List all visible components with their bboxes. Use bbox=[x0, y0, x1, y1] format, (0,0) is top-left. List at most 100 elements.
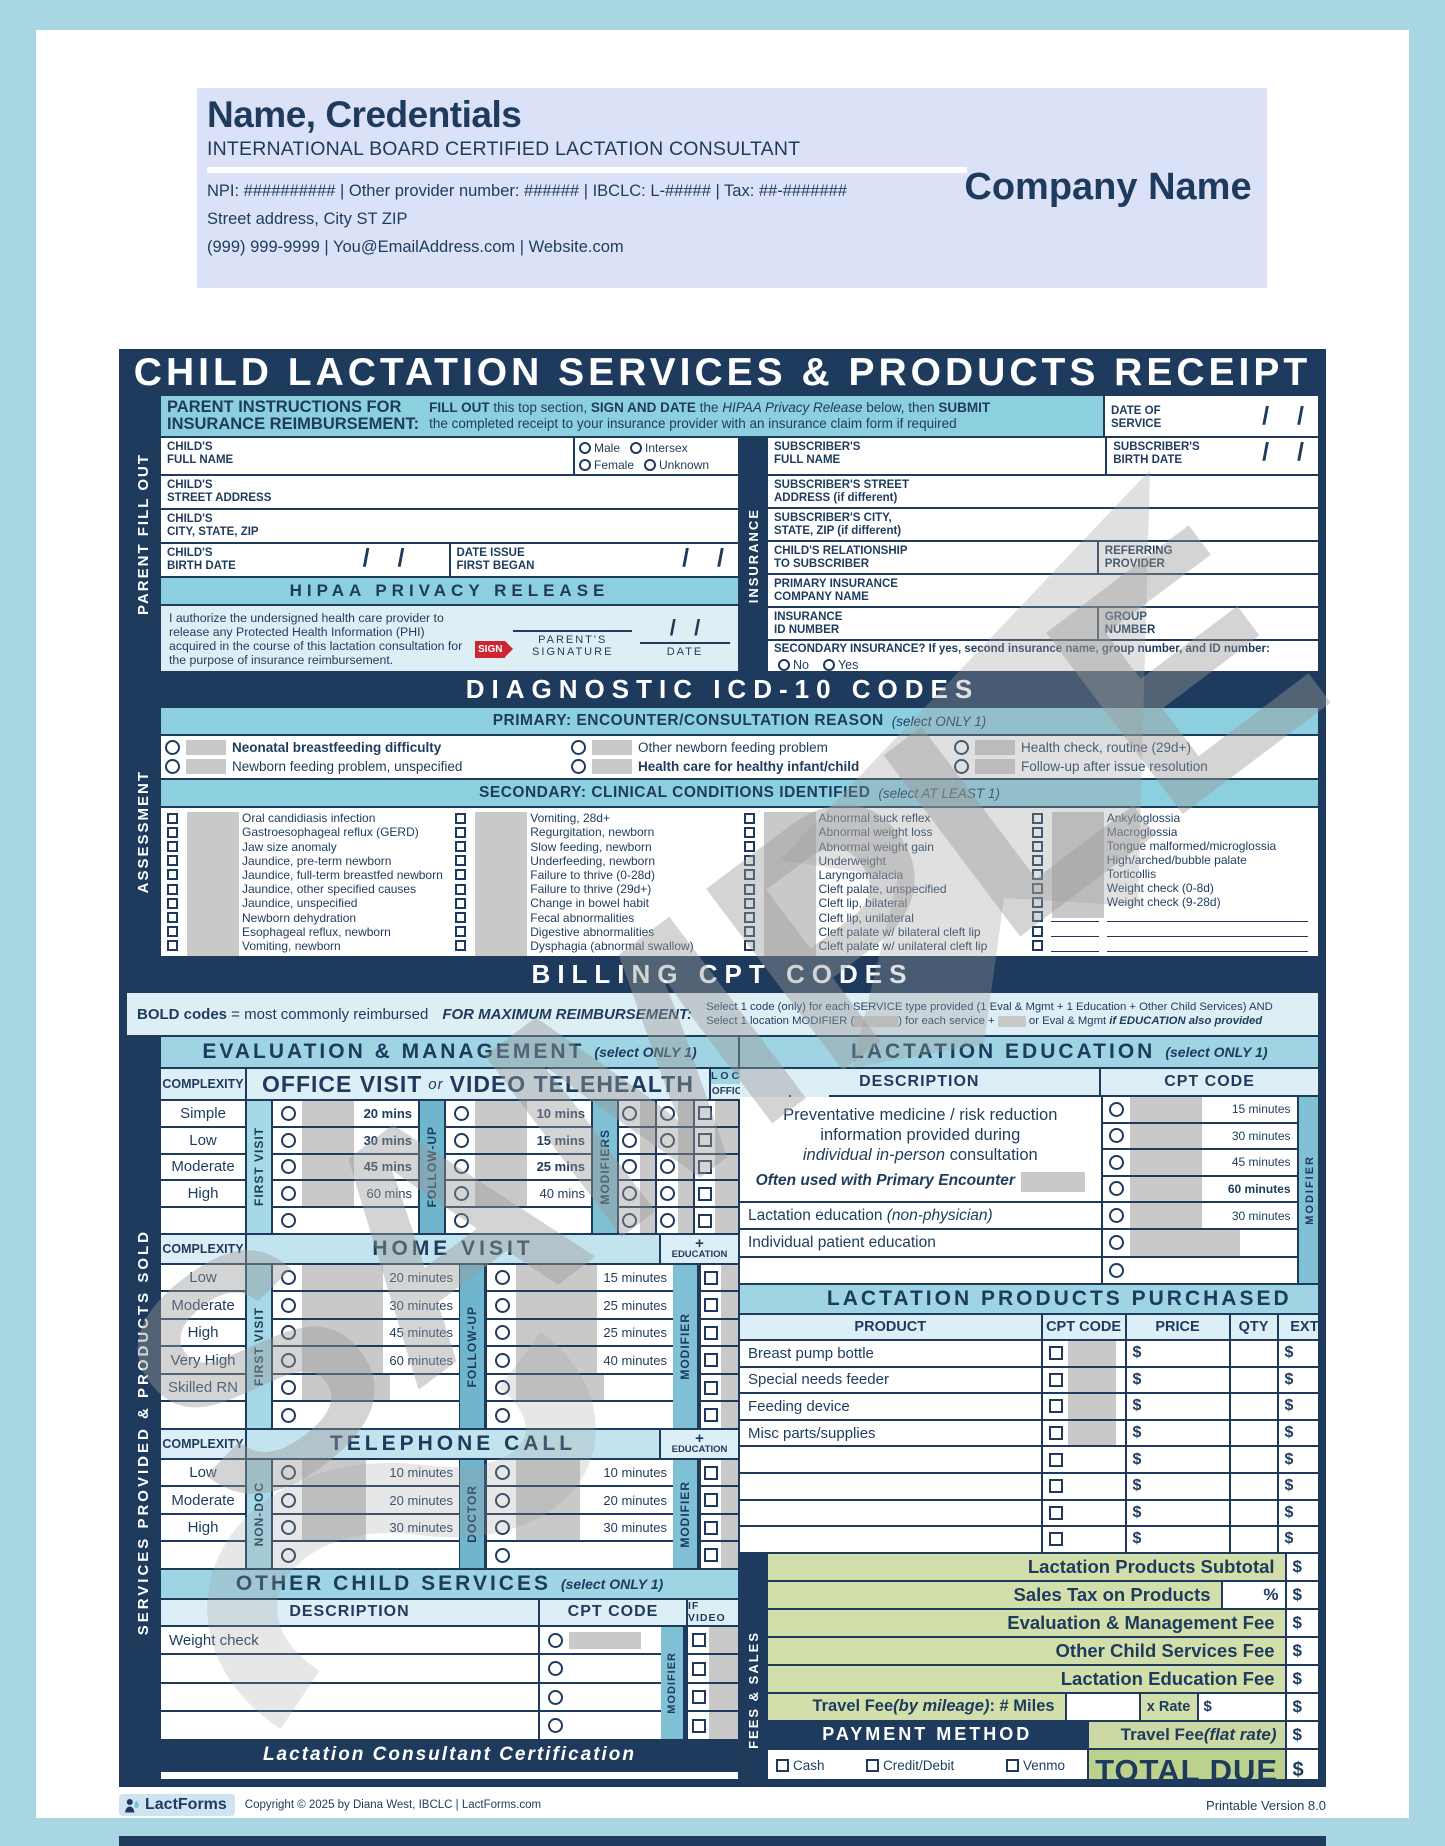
condition-checkbox[interactable] bbox=[167, 855, 178, 867]
condition-write-in-line[interactable] bbox=[1106, 925, 1308, 937]
condition-checkbox[interactable] bbox=[455, 897, 467, 909]
education-radio[interactable] bbox=[1108, 1262, 1124, 1278]
video-location-radio[interactable] bbox=[660, 1186, 675, 1202]
first-visit-radio[interactable] bbox=[281, 1213, 296, 1229]
primary-reason-radio[interactable] bbox=[570, 740, 586, 755]
follow-up-radio[interactable] bbox=[495, 1380, 510, 1396]
product-qty-cell[interactable] bbox=[1230, 1527, 1277, 1552]
child-city-state-zip-field[interactable]: CHILD'S CITY, STATE, ZIP bbox=[161, 510, 738, 542]
product-price-cell[interactable]: $ bbox=[1126, 1447, 1229, 1472]
insurance-id-number-field[interactable]: INSURANCE ID NUMBER bbox=[768, 608, 1097, 639]
code-write-in-line[interactable] bbox=[1050, 940, 1099, 952]
sex-option-male[interactable]: Male bbox=[579, 441, 620, 455]
office-location-radio[interactable] bbox=[622, 1105, 637, 1121]
condition-checkbox[interactable] bbox=[455, 912, 467, 924]
product-checkbox[interactable] bbox=[1048, 1479, 1063, 1494]
education-radio[interactable] bbox=[1108, 1208, 1124, 1224]
service-radio[interactable] bbox=[548, 1689, 563, 1705]
product-ext-price-cell[interactable]: $ bbox=[1278, 1527, 1318, 1552]
non-doc-radio[interactable] bbox=[281, 1520, 296, 1536]
education-radio[interactable] bbox=[1108, 1128, 1124, 1144]
condition-checkbox[interactable] bbox=[743, 897, 755, 909]
secondary-insurance-no[interactable]: No bbox=[778, 658, 809, 671]
education-checkbox[interactable] bbox=[704, 1298, 718, 1313]
education-radio[interactable] bbox=[1108, 1235, 1124, 1251]
condition-checkbox[interactable] bbox=[167, 940, 178, 952]
condition-checkbox[interactable] bbox=[1031, 854, 1043, 866]
yes-radio[interactable] bbox=[822, 658, 835, 671]
secondary-insurance-field[interactable]: SECONDARY INSURANCE? If yes, second insu… bbox=[768, 641, 1318, 671]
product-ext-price-cell[interactable]: $ bbox=[1278, 1500, 1318, 1526]
unknown-radio[interactable] bbox=[644, 458, 657, 471]
product-qty-cell[interactable] bbox=[1230, 1420, 1277, 1446]
education-checkbox[interactable] bbox=[704, 1380, 718, 1395]
product-qty-cell[interactable] bbox=[1230, 1341, 1277, 1366]
education-checkbox[interactable] bbox=[704, 1548, 718, 1563]
venmo-checkbox[interactable] bbox=[1006, 1759, 1019, 1773]
first-visit-radio[interactable] bbox=[281, 1352, 296, 1368]
condition-checkbox[interactable] bbox=[455, 940, 467, 952]
education-checkbox[interactable] bbox=[704, 1353, 718, 1368]
intersex-radio[interactable] bbox=[630, 441, 643, 454]
subscriber-full-name-field[interactable]: SUBSCRIBER'S FULL NAME bbox=[768, 438, 1106, 474]
group-number-field[interactable]: GROUP NUMBER bbox=[1098, 608, 1318, 639]
condition-checkbox[interactable] bbox=[743, 869, 755, 881]
first-visit-radio[interactable] bbox=[281, 1270, 296, 1286]
condition-checkbox[interactable] bbox=[743, 940, 755, 952]
primary-reason-radio[interactable] bbox=[953, 759, 969, 774]
consultant-signature-date[interactable]: / / DATE bbox=[638, 1776, 728, 1779]
office-location-radio[interactable] bbox=[622, 1186, 637, 1202]
condition-checkbox[interactable] bbox=[167, 912, 178, 924]
product-price-cell[interactable]: $ bbox=[1126, 1473, 1229, 1499]
primary-reason-radio[interactable] bbox=[570, 759, 586, 774]
first-visit-radio[interactable] bbox=[281, 1297, 296, 1313]
primary-reason-radio[interactable] bbox=[953, 740, 969, 755]
product-price-cell[interactable]: $ bbox=[1126, 1527, 1229, 1552]
condition-checkbox[interactable] bbox=[1031, 910, 1043, 922]
education-checkbox[interactable] bbox=[698, 1213, 712, 1228]
condition-checkbox[interactable] bbox=[167, 841, 178, 852]
child-relationship-field[interactable]: CHILD'S RELATIONSHIP TO SUBSCRIBER bbox=[768, 542, 1097, 573]
tax-value-cell[interactable]: $ bbox=[1286, 1581, 1318, 1608]
condition-checkbox[interactable] bbox=[743, 855, 755, 867]
tax-percent-cell[interactable]: % bbox=[1222, 1581, 1285, 1608]
product-checkbox[interactable] bbox=[1048, 1346, 1063, 1361]
product-checkbox[interactable] bbox=[1048, 1452, 1063, 1467]
code-write-in-line[interactable] bbox=[1050, 925, 1099, 937]
education-checkbox[interactable] bbox=[704, 1465, 718, 1480]
code-write-in-line[interactable] bbox=[1050, 910, 1099, 923]
secondary-insurance-yes[interactable]: Yes bbox=[822, 658, 858, 671]
education-checkbox[interactable] bbox=[698, 1186, 712, 1201]
video-location-radio[interactable] bbox=[660, 1132, 675, 1148]
service-radio[interactable] bbox=[548, 1718, 563, 1734]
service-radio[interactable] bbox=[548, 1632, 563, 1648]
condition-checkbox[interactable] bbox=[1031, 840, 1043, 852]
product-ext-price-cell[interactable]: $ bbox=[1278, 1473, 1318, 1499]
product-price-cell[interactable]: $ bbox=[1126, 1341, 1229, 1366]
video-checkbox[interactable] bbox=[692, 1661, 706, 1676]
sex-option-female[interactable]: Female bbox=[579, 458, 634, 472]
travel-flat-value-cell[interactable]: $ bbox=[1286, 1721, 1318, 1748]
primary-reason-radio[interactable] bbox=[165, 759, 180, 774]
miles-input-cell[interactable] bbox=[1066, 1693, 1139, 1720]
condition-checkbox[interactable] bbox=[455, 826, 467, 838]
follow-up-radio[interactable] bbox=[495, 1352, 510, 1368]
product-price-cell[interactable]: $ bbox=[1126, 1394, 1229, 1419]
condition-checkbox[interactable] bbox=[167, 826, 178, 838]
education-checkbox[interactable] bbox=[704, 1493, 718, 1508]
product-checkbox[interactable] bbox=[1048, 1505, 1063, 1520]
condition-write-in[interactable] bbox=[1030, 938, 1314, 953]
condition-checkbox[interactable] bbox=[743, 926, 755, 938]
condition-checkbox[interactable] bbox=[743, 812, 755, 824]
primary-reason-radio[interactable] bbox=[165, 740, 180, 755]
office-location-radio[interactable] bbox=[622, 1159, 637, 1175]
education-checkbox[interactable] bbox=[704, 1270, 718, 1285]
condition-checkbox[interactable] bbox=[743, 826, 755, 838]
product-price-cell[interactable]: $ bbox=[1126, 1367, 1229, 1393]
condition-checkbox[interactable] bbox=[455, 841, 467, 852]
video-location-radio[interactable] bbox=[660, 1105, 675, 1121]
product-ext-price-cell[interactable]: $ bbox=[1278, 1394, 1318, 1419]
education-checkbox[interactable] bbox=[698, 1159, 712, 1174]
video-checkbox[interactable] bbox=[692, 1718, 706, 1733]
product-checkbox[interactable] bbox=[1048, 1372, 1063, 1387]
